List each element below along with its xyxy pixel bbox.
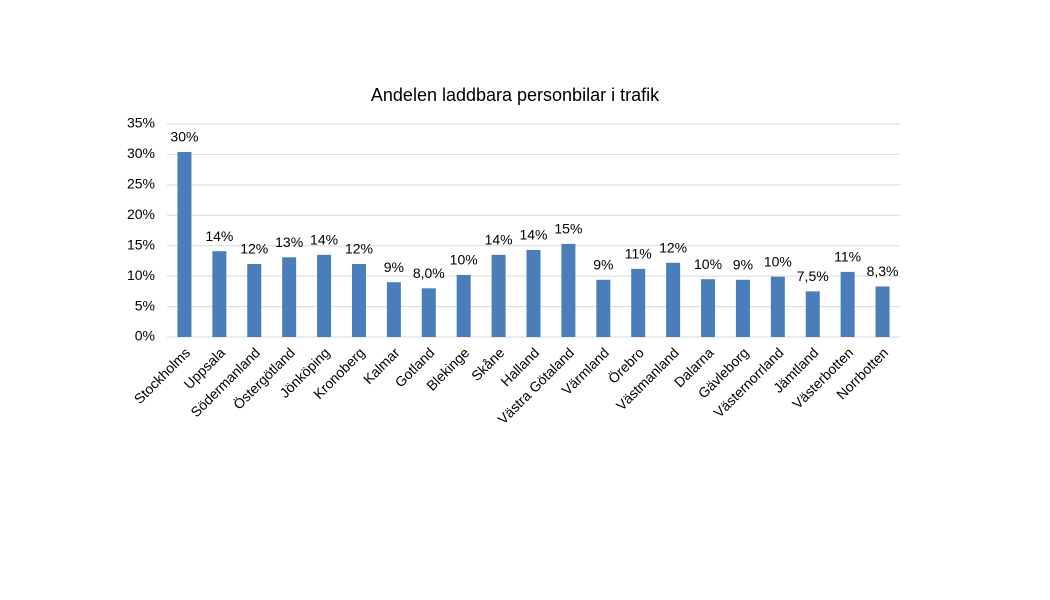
data-label: 9% — [384, 259, 404, 275]
y-tick-label: 15% — [127, 236, 155, 252]
bar — [840, 271, 855, 337]
bar — [177, 151, 192, 337]
data-label: 11% — [625, 246, 652, 262]
y-tick-label: 30% — [127, 145, 155, 161]
data-label: 12% — [345, 241, 373, 257]
data-label: 14% — [310, 232, 338, 248]
data-label: 14% — [485, 232, 513, 248]
bar — [421, 288, 436, 337]
data-label: 8,3% — [867, 263, 899, 279]
data-label: 12% — [659, 239, 687, 255]
data-label: 8,0% — [413, 265, 445, 281]
bar — [770, 276, 785, 337]
data-label: 10% — [694, 256, 722, 272]
bar — [351, 263, 366, 337]
bar — [282, 257, 297, 337]
data-label: 13% — [275, 234, 303, 250]
data-label: 10% — [450, 252, 478, 268]
bar — [456, 274, 471, 337]
y-tick-label: 0% — [135, 328, 155, 344]
bar — [805, 291, 820, 337]
data-label: 12% — [240, 241, 268, 257]
data-label: 9% — [593, 256, 613, 272]
bar — [701, 279, 716, 337]
data-label: 11% — [834, 249, 861, 265]
bar — [631, 268, 646, 337]
chart-title: Andelen laddbara personbilar i trafik — [371, 85, 660, 105]
data-label: 15% — [554, 221, 582, 237]
y-tick-label: 25% — [127, 176, 155, 192]
data-label: 9% — [733, 256, 753, 272]
y-tick-label: 10% — [127, 267, 155, 283]
data-label: 14% — [519, 227, 547, 243]
bar — [247, 263, 262, 337]
y-tick-label: 5% — [135, 297, 155, 313]
bar — [666, 262, 681, 337]
bar — [212, 251, 227, 337]
bar — [735, 279, 750, 337]
data-label: 14% — [205, 228, 233, 244]
bar — [875, 286, 890, 337]
bar — [526, 249, 541, 337]
bar — [561, 243, 576, 337]
bar — [491, 254, 506, 337]
y-tick-label: 20% — [127, 206, 155, 222]
x-tick-label: Stockholms — [131, 344, 193, 406]
data-label: 30% — [170, 129, 198, 145]
data-label: 7,5% — [797, 268, 829, 284]
bar — [317, 254, 332, 337]
bar — [386, 282, 401, 337]
data-label: 10% — [764, 253, 792, 269]
bar — [596, 279, 611, 337]
y-tick-label: 35% — [127, 115, 155, 131]
